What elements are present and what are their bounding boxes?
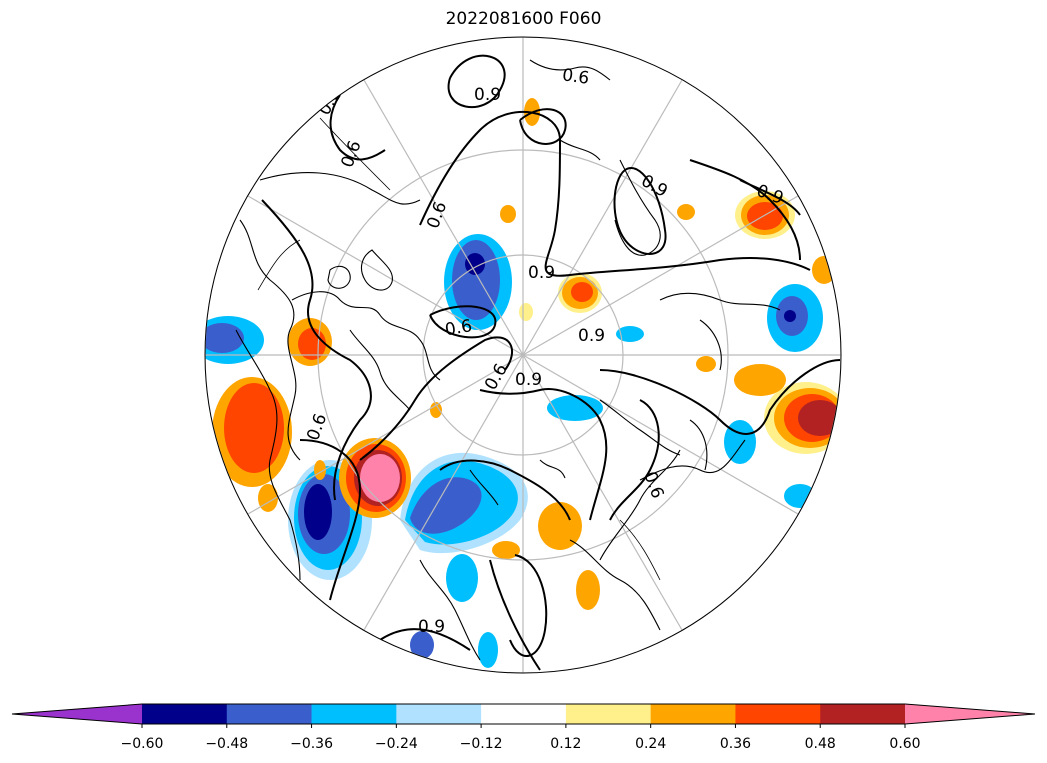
graticule bbox=[205, 37, 841, 673]
negative-anomaly-blob bbox=[478, 632, 498, 668]
colorbar-ticks: −0.60 −0.48 −0.36 −0.24 −0.12 0.12 0.24 … bbox=[121, 736, 921, 752]
positive-anomaly-blob bbox=[500, 205, 516, 223]
map-boundary bbox=[204, 36, 842, 674]
colorbar-tick-label: 0.12 bbox=[550, 736, 581, 752]
map-title: 2022081600 F060 bbox=[445, 9, 602, 29]
negative-anomaly-blob bbox=[205, 316, 264, 364]
borders bbox=[257, 117, 661, 581]
colorbar-swatch bbox=[820, 704, 906, 724]
positive-anomaly-blob bbox=[430, 402, 442, 418]
positive-anomaly-blob bbox=[764, 382, 841, 454]
colorbar-swatch bbox=[735, 704, 821, 724]
negative-anomaly-blob bbox=[724, 420, 756, 464]
positive-anomaly-blob bbox=[677, 204, 695, 220]
positive-anomaly-blob bbox=[339, 438, 411, 518]
colorbar-tick-label: 0.36 bbox=[720, 736, 751, 752]
colorbar-tick-label: 0.24 bbox=[635, 736, 666, 752]
contour-label: 0.9 bbox=[515, 370, 542, 390]
colorbar-tick-label: −0.12 bbox=[460, 736, 503, 752]
negative-anomaly-blob bbox=[400, 452, 528, 554]
colorbar-swatch bbox=[396, 704, 482, 724]
colorbar-extend-high bbox=[905, 704, 1035, 724]
contour-label: 0.6 bbox=[561, 65, 591, 89]
contour-label: 0.9 bbox=[474, 85, 501, 105]
colorbar-tick-label: −0.36 bbox=[290, 736, 333, 752]
contour-label: 0.9 bbox=[528, 263, 555, 283]
negative-anomaly-blob bbox=[784, 484, 816, 508]
colorbar-tick-label: 0.60 bbox=[889, 736, 920, 752]
coastlines bbox=[235, 59, 781, 661]
negative-anomaly-blob bbox=[288, 460, 372, 580]
negative-anomaly-blob bbox=[547, 395, 603, 421]
colorbar-extend-low bbox=[12, 704, 142, 724]
colorbar-swatches bbox=[11, 703, 1036, 728]
colorbar-swatch bbox=[226, 704, 313, 724]
positive-anomaly-blob bbox=[558, 273, 602, 313]
positive-anomaly-blob bbox=[212, 377, 292, 512]
positive-anomaly-blob bbox=[492, 541, 520, 559]
colorbar-tick-label: 0.48 bbox=[805, 736, 836, 752]
positive-anomaly-blob bbox=[314, 460, 326, 480]
colorbar-swatch bbox=[565, 704, 652, 724]
positive-anomaly-blob bbox=[696, 356, 716, 372]
positive-anomaly-blob bbox=[734, 364, 786, 396]
colorbar-tick-label: −0.24 bbox=[375, 736, 418, 752]
contour-lines bbox=[261, 54, 841, 671]
positive-anomaly-blob bbox=[519, 303, 533, 321]
contour-label: 0.6 bbox=[443, 316, 473, 340]
polar-map: 0.6 0.9 0.6 0.9 0.6 0.9 0.6 0.9 0.6 0.9 … bbox=[204, 36, 842, 674]
colorbar: −0.60 −0.48 −0.36 −0.24 −0.12 0.12 0.24 … bbox=[11, 703, 1036, 752]
positive-anomaly-blob bbox=[576, 570, 600, 610]
positive-anomaly-blob bbox=[538, 502, 582, 550]
negative-anomaly-blob bbox=[446, 554, 478, 602]
colorbar-swatch bbox=[142, 704, 228, 724]
colorbar-swatch bbox=[481, 704, 567, 724]
contour-label: 0.9 bbox=[578, 326, 605, 346]
negative-anomaly-blob bbox=[616, 326, 644, 342]
negative-anomaly-blob bbox=[767, 284, 823, 352]
colorbar-swatch bbox=[650, 704, 736, 724]
contour-label: 0.9 bbox=[418, 617, 445, 637]
negative-anomaly-blob bbox=[410, 631, 434, 659]
anomaly-shading bbox=[205, 98, 841, 668]
colorbar-swatch bbox=[311, 704, 397, 724]
colorbar-tick-label: −0.48 bbox=[205, 736, 248, 752]
colorbar-tick-label: −0.60 bbox=[121, 736, 164, 752]
